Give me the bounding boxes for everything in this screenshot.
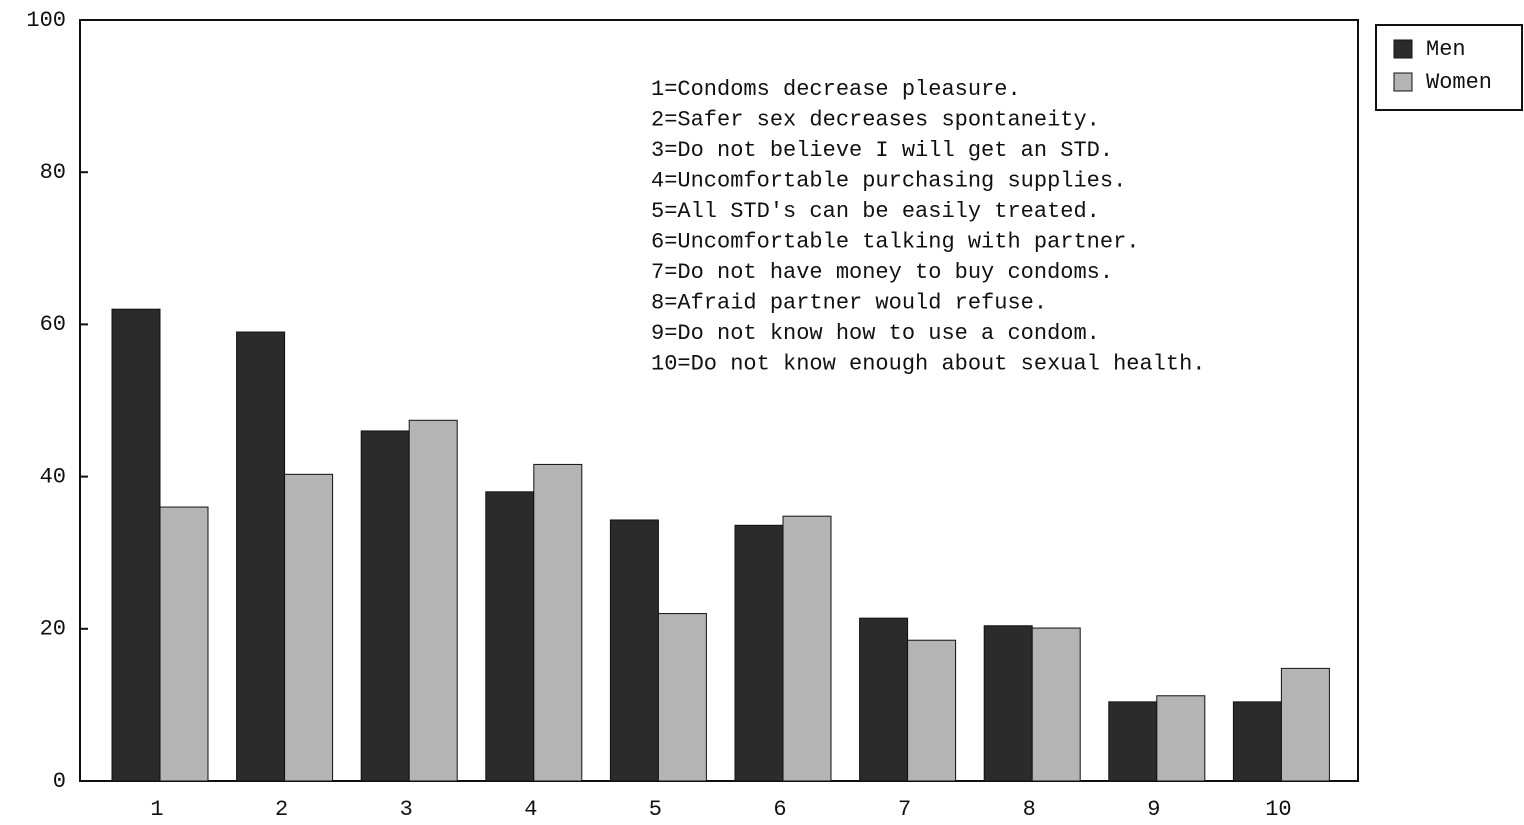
y-tick-label: 60 xyxy=(40,312,66,337)
y-tick-label: 40 xyxy=(40,464,66,489)
bar xyxy=(408,419,458,782)
legend-box xyxy=(1375,24,1523,111)
annotation: 5=All STD's can be easily treated. xyxy=(651,199,1100,224)
bar xyxy=(159,506,209,782)
annotation: 3=Do not believe I will get an STD. xyxy=(651,138,1113,163)
y-tick-label: 0 xyxy=(53,769,66,794)
bar xyxy=(734,524,784,782)
bar xyxy=(907,639,957,782)
bar xyxy=(1232,701,1282,782)
x-tick-label: 9 xyxy=(1147,797,1160,822)
x-tick-label: 7 xyxy=(898,797,911,822)
legend-label: Women xyxy=(1426,70,1492,95)
x-tick-label: 5 xyxy=(649,797,662,822)
bar xyxy=(284,473,334,782)
annotation: 10=Do not know enough about sexual healt… xyxy=(651,351,1206,376)
y-tick-label: 80 xyxy=(40,160,66,185)
annotation: 8=Afraid partner would refuse. xyxy=(651,290,1047,315)
bar xyxy=(782,515,832,782)
x-tick-label: 4 xyxy=(524,797,537,822)
x-tick-label: 3 xyxy=(400,797,413,822)
bar xyxy=(1280,667,1330,782)
x-tick-label: 1 xyxy=(150,797,163,822)
y-tick-label: 100 xyxy=(26,8,66,33)
legend-label: Men xyxy=(1426,37,1466,62)
x-tick-label: 8 xyxy=(1023,797,1036,822)
annotation: 6=Uncomfortable talking with partner. xyxy=(651,229,1139,254)
x-tick-label: 2 xyxy=(275,797,288,822)
bar xyxy=(111,308,161,782)
bar xyxy=(485,491,535,782)
bar xyxy=(1031,627,1081,782)
x-tick-label: 10 xyxy=(1265,797,1291,822)
annotation: 1=Condoms decrease pleasure. xyxy=(651,77,1021,102)
bar xyxy=(236,331,286,782)
bar xyxy=(609,519,659,782)
bar xyxy=(533,463,583,782)
bar xyxy=(983,625,1033,782)
y-tick-label: 20 xyxy=(40,617,66,642)
annotation: 7=Do not have money to buy condoms. xyxy=(651,260,1113,285)
annotation: 4=Uncomfortable purchasing supplies. xyxy=(651,168,1126,193)
bar xyxy=(1156,695,1206,782)
x-tick-label: 6 xyxy=(773,797,786,822)
bar xyxy=(859,617,909,782)
bar xyxy=(360,430,410,782)
legend-swatch xyxy=(1393,72,1413,92)
plot-frame xyxy=(79,19,1359,782)
annotation: 9=Do not know how to use a condom. xyxy=(651,321,1100,346)
bar xyxy=(1108,701,1158,782)
bar xyxy=(657,613,707,782)
annotation: 2=Safer sex decreases spontaneity. xyxy=(651,107,1100,132)
legend-swatch xyxy=(1393,39,1413,59)
